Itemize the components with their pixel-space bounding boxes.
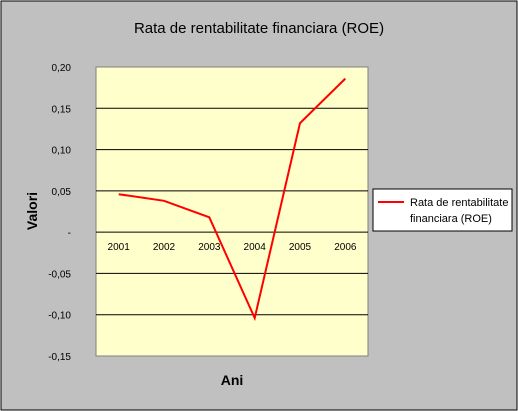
x-tick-label: 2005 — [289, 242, 312, 253]
y-tick-label: -0,15 — [48, 352, 71, 363]
y-tick-label: 0,05 — [52, 187, 72, 198]
y-tick-label: -0,10 — [48, 311, 71, 322]
x-axis-tick-labels: 2001 2002 2003 2004 2005 2006 — [108, 242, 357, 253]
plot-area — [95, 66, 369, 357]
x-tick-label: 2006 — [334, 242, 357, 253]
y-tick-label: 0,10 — [52, 146, 72, 157]
chart-title: Rata de rentabilitate financiara (ROE) — [134, 20, 384, 37]
legend-label-line-2: financiara (ROE) — [410, 213, 492, 225]
legend: Rata de rentabilitate financiara (ROE) — [372, 188, 513, 232]
x-axis-title: Ani — [221, 372, 244, 388]
x-tick-label: 2003 — [198, 242, 221, 253]
x-tick-label: 2001 — [108, 242, 131, 253]
x-tick-label: 2002 — [153, 242, 176, 253]
y-tick-label: -0,05 — [48, 269, 71, 280]
y-tick-label: 0,20 — [52, 63, 72, 74]
legend-box — [372, 188, 513, 232]
y-tick-label: 0,15 — [52, 104, 72, 115]
y-axis-tick-labels: 0,20 0,15 0,10 0,05 - -0,05 -0,10 -0,15 — [48, 63, 71, 363]
series-line-roe — [118, 77, 347, 322]
y-axis-title: Valori — [24, 192, 40, 230]
gridlines — [96, 107, 368, 316]
y-tick-label: - — [68, 228, 71, 239]
x-tick-label: 2004 — [244, 242, 267, 253]
legend-label-line-1: Rata de rentabilitate — [410, 197, 508, 209]
